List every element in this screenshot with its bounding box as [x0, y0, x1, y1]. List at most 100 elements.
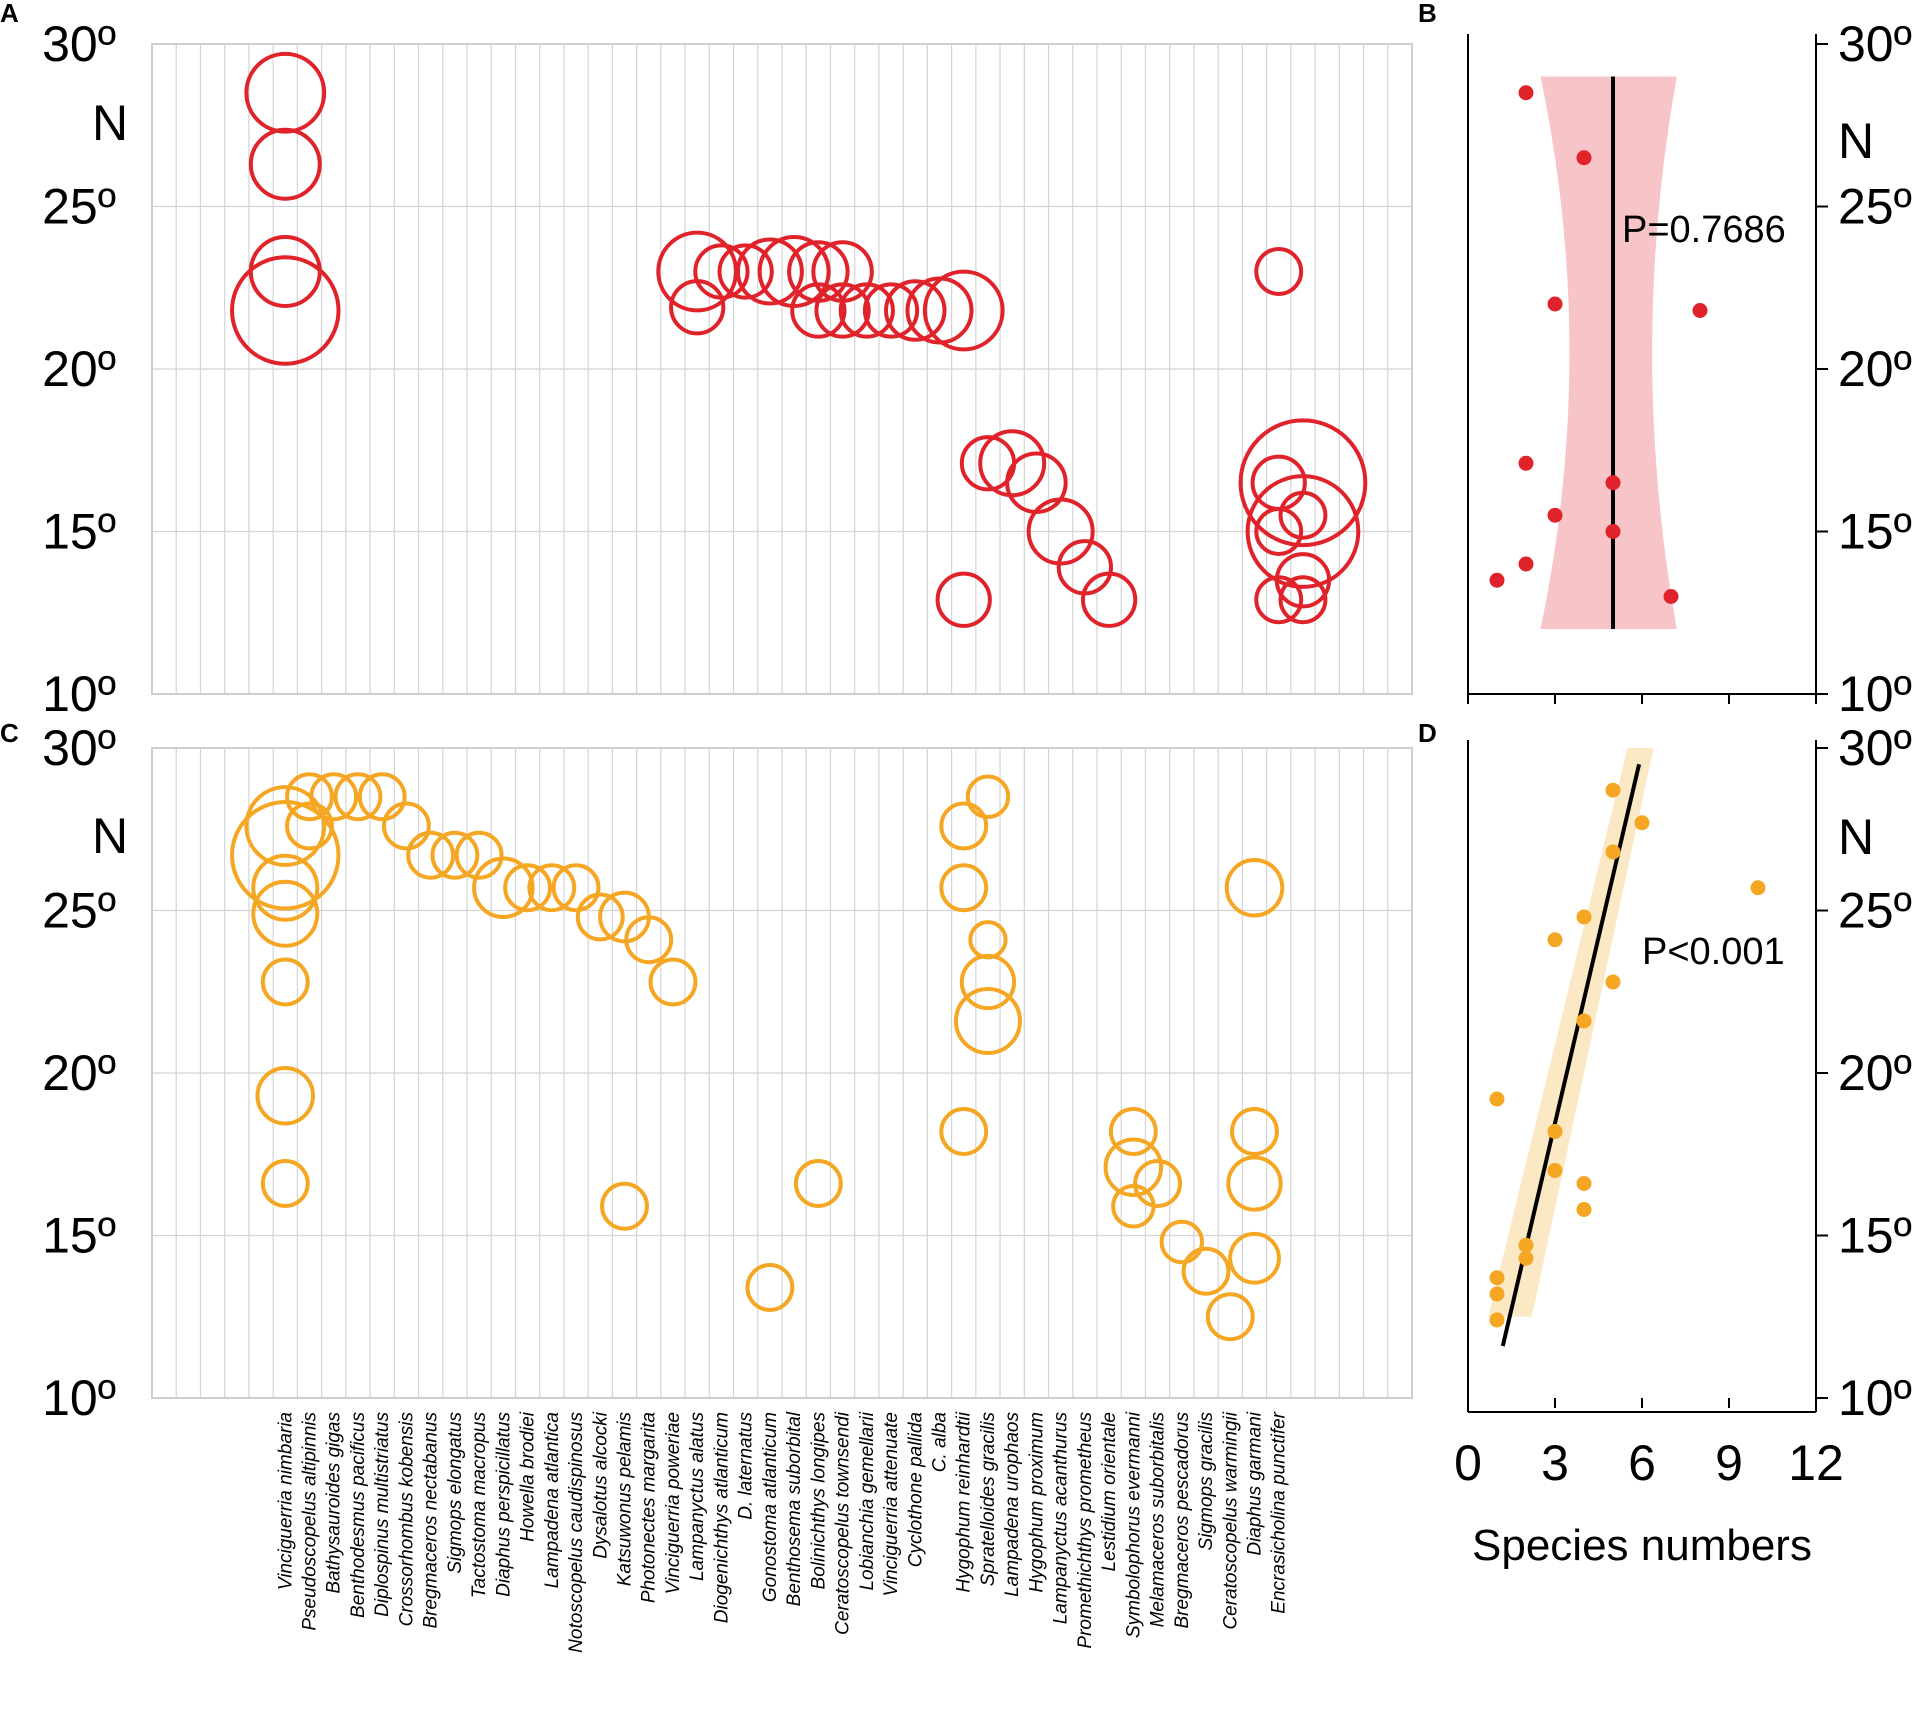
data-point: [1518, 455, 1534, 471]
data-point: [1489, 1091, 1505, 1107]
species-label: Ceratoscopelus townsendi: [833, 1411, 854, 1635]
panel-c-frame: [151, 747, 1413, 1399]
bubble: [230, 800, 341, 911]
data-point: [1605, 974, 1621, 990]
bubble: [357, 772, 407, 822]
data-point: [1692, 303, 1708, 318]
species-label: Tactostoma macropus: [469, 1412, 490, 1599]
bubble: [793, 1159, 843, 1208]
species-label: Encrasicholina punctifer: [1269, 1411, 1290, 1613]
bubble: [693, 243, 750, 300]
bubble: [244, 785, 327, 867]
panel-letter-c: C: [0, 718, 19, 748]
bubble: [935, 571, 992, 628]
bubble: [248, 127, 322, 201]
species-label: Diaphus garmani: [1245, 1411, 1266, 1555]
y-tick-label: 15º: [1838, 504, 1912, 560]
x-tick-label: 9: [1715, 1435, 1743, 1491]
species-label: Hygophum reinhardtii: [954, 1411, 975, 1592]
y-tick-label: 25º: [1838, 179, 1912, 235]
species-label: Vinciguerria nimbaria: [275, 1412, 296, 1590]
bubble: [600, 1181, 649, 1231]
panel-b-p-value: P=0.7686: [1622, 209, 1786, 251]
panel-d-p-value: P<0.001: [1642, 931, 1785, 973]
bubble: [939, 863, 989, 913]
bubble: [939, 1107, 989, 1156]
bubble: [472, 856, 535, 920]
y-tick-label: 30º: [1838, 16, 1912, 72]
bubble: [285, 772, 334, 822]
data-point: [1634, 815, 1650, 831]
bubble: [1226, 1155, 1283, 1212]
bubble: [862, 282, 920, 339]
species-label: Photonectes margarita: [639, 1412, 660, 1603]
species-label: Katsuwonus pelamis: [615, 1412, 636, 1587]
data-point: [1576, 1013, 1592, 1029]
data-point: [1605, 782, 1621, 798]
bubble: [745, 1263, 795, 1312]
data-point: [1605, 844, 1621, 860]
species-label: Ceratoscopelus warmingii: [1220, 1411, 1241, 1629]
bubble: [551, 863, 601, 913]
bubble: [244, 51, 327, 134]
species-label: Crossorhombus kobensis: [396, 1412, 417, 1627]
bubble: [624, 915, 674, 965]
panel-d-points: [1489, 782, 1766, 1328]
bubble: [814, 282, 871, 339]
bubble: [255, 1065, 316, 1126]
y-tick-label: 20º: [42, 341, 116, 397]
bubble: [527, 863, 577, 913]
data-point: [1518, 1237, 1534, 1253]
data-point: [1518, 1250, 1534, 1266]
confidence-band-area: [1488, 748, 1654, 1317]
panel-d-confidence-band: [1488, 748, 1654, 1317]
data-point: [1489, 1270, 1505, 1286]
species-label: Diplospinus multistriatus: [372, 1412, 393, 1617]
panel-a-bubbles: [230, 51, 1368, 628]
species-label: Lobianchia gemellarii: [857, 1411, 878, 1590]
panel-a-frame: [151, 43, 1413, 695]
species-label: Sigmops elongatus: [445, 1412, 466, 1574]
bubble: [1205, 1292, 1255, 1342]
y-tick-label: 10º: [42, 1370, 116, 1426]
bubble: [648, 957, 698, 1007]
bubble: [965, 774, 1011, 819]
species-label: Pseudoscopelus altipinnis: [300, 1412, 321, 1631]
data-point: [1547, 1124, 1563, 1139]
x-tick-label: 3: [1541, 1435, 1569, 1491]
species-label: Diogenichthys atlanticum: [711, 1412, 732, 1623]
panel-d-x-axis-label: Species numbers: [1472, 1521, 1812, 1570]
bubble: [285, 801, 334, 851]
panel-d-y-ticks: 10º 15º 20º 25º 30º: [1816, 720, 1912, 1426]
bubble: [406, 830, 456, 880]
panel-d-north-label: N: [1838, 809, 1874, 865]
species-label: Lampanyctus alatus: [687, 1412, 708, 1581]
panel-b-y-ticks: 10º 15º 20º 25º 30º: [1816, 16, 1912, 722]
data-point: [1576, 150, 1592, 166]
bubble: [1080, 571, 1138, 628]
y-tick-label: 10º: [42, 666, 116, 722]
species-label: Benthosema suborbital: [784, 1411, 805, 1606]
data-point: [1518, 556, 1534, 572]
species-label: Melamaceros suborbitalis: [1148, 1412, 1169, 1628]
bubble: [575, 892, 625, 942]
species-label: Notoscopelus caudispinosus: [566, 1412, 587, 1653]
y-tick-label: 30º: [42, 720, 116, 776]
x-tick-label: 0: [1454, 1435, 1482, 1491]
bubble: [922, 269, 1005, 352]
bubble: [1238, 418, 1368, 548]
species-label: Vinciguerria poweriae: [663, 1412, 684, 1594]
y-tick-label: 20º: [42, 1045, 116, 1101]
data-point: [1547, 1163, 1563, 1178]
species-label: Spratelloides gracilis: [978, 1412, 999, 1587]
bubble: [251, 853, 320, 922]
x-tick-label: 12: [1788, 1435, 1844, 1491]
y-tick-label: 15º: [42, 504, 116, 560]
bubble: [1224, 857, 1285, 918]
panel-letter-b: B: [1418, 0, 1437, 28]
bubble: [309, 772, 359, 822]
bubble: [1133, 1159, 1183, 1208]
species-label: C. alba: [930, 1412, 951, 1472]
panel-a-bubble-chart: 10º 15º 20º 25º 30º N: [42, 16, 1413, 722]
species-label: Lampadena urophaos: [1002, 1412, 1023, 1597]
